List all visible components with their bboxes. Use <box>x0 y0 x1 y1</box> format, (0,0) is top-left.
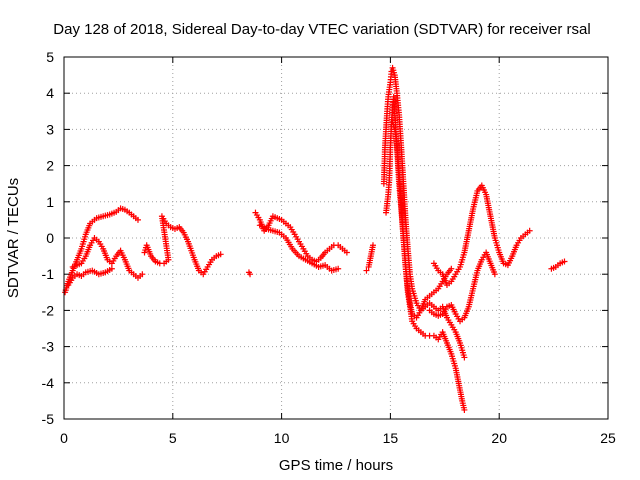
data-point <box>526 227 533 234</box>
y-tick-label: 1 <box>46 194 54 210</box>
x-tick-label: 20 <box>491 430 507 446</box>
x-tick-label: 0 <box>60 430 68 446</box>
series-trace-upper-morning <box>62 205 141 296</box>
y-tick-label: 2 <box>46 158 54 174</box>
y-tick-label: -5 <box>42 411 55 427</box>
chart-title: Day 128 of 2018, Sidereal Day-to-day VTE… <box>53 21 590 38</box>
series-trace-midday-lower <box>256 222 342 274</box>
x-tick-label: 10 <box>274 430 290 446</box>
series-trace-middle-morning <box>69 235 146 281</box>
y-tick-label: 3 <box>46 121 54 137</box>
x-axis-label: GPS time / hours <box>279 457 393 474</box>
data-point <box>108 265 115 272</box>
series-trace-evening-tail <box>548 258 568 272</box>
y-tick-labels: -5 -4 -3 -2 -1 0 1 2 3 4 5 <box>42 49 55 427</box>
x-tick-label: 5 <box>169 430 177 446</box>
data-point <box>369 242 376 249</box>
series-trace-storm-peak <box>380 64 468 361</box>
data-point <box>363 267 370 274</box>
grid-lines <box>64 57 608 419</box>
data-point <box>335 265 342 272</box>
data-point <box>217 251 224 258</box>
plot-frame <box>63 56 609 420</box>
x-tick-label: 25 <box>600 430 616 446</box>
data-point <box>448 265 455 272</box>
data-point <box>247 271 254 278</box>
y-tick-label: -1 <box>42 266 55 282</box>
data-point <box>134 216 141 223</box>
series-trace-evening-upper <box>430 182 533 289</box>
data-points <box>62 64 568 413</box>
data-point <box>139 271 146 278</box>
x-tick-label: 15 <box>383 430 399 446</box>
series-trace-late-morning <box>141 213 224 278</box>
y-tick-label: 0 <box>46 230 54 246</box>
x-tick-labels: 0 5 10 15 20 25 <box>60 430 616 446</box>
data-point <box>461 354 468 361</box>
data-point <box>491 271 498 278</box>
data-point <box>343 249 350 256</box>
series-trace-isolated <box>245 269 254 278</box>
y-axis-label: SDTVAR / TECUs <box>5 178 22 298</box>
series-trace-storm-deep <box>389 119 468 413</box>
y-tick-label: 4 <box>46 85 54 101</box>
y-tick-label: 5 <box>46 49 54 65</box>
y-tick-label: -3 <box>42 339 55 355</box>
y-tick-label: -4 <box>42 375 55 391</box>
series-trace-evening-lower <box>426 249 498 325</box>
series-trace-pre-storm <box>363 242 376 274</box>
data-point <box>461 406 468 413</box>
series-trace-lower-morning <box>65 265 115 289</box>
y-tick-label: -2 <box>42 302 55 318</box>
data-point <box>561 258 568 265</box>
